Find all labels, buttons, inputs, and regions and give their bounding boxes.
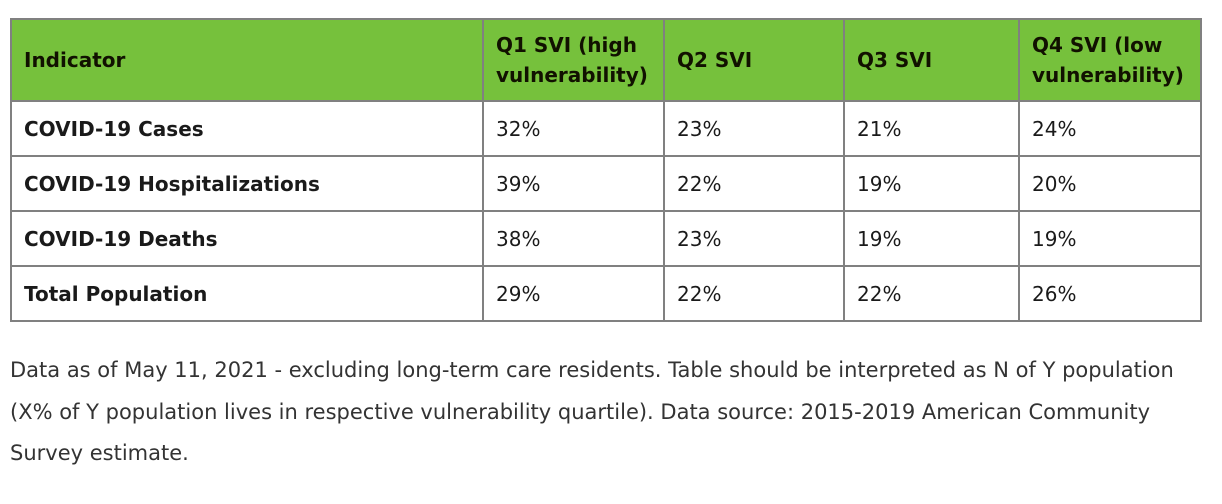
hospitalizations-q2-value: 22% [663, 155, 845, 212]
total-population-q4-value: 26% [1018, 265, 1202, 322]
deaths-q3-value: 19% [843, 210, 1020, 267]
row-label-cases: COVID-19 Cases [10, 100, 484, 157]
column-header-q1-svi: Q1 SVI (high vulnerability) [482, 18, 665, 102]
table-row: COVID-19 Deaths 38% 23% 19% 19% [10, 210, 1202, 267]
hospitalizations-q4-value: 20% [1018, 155, 1202, 212]
total-population-q1-value: 29% [482, 265, 665, 322]
table-footnote: Data as of May 11, 2021 - excluding long… [10, 358, 1174, 466]
hospitalizations-q1-value: 39% [482, 155, 665, 212]
svi-indicator-table: Indicator Q1 SVI (high vulnerability) Q2… [10, 18, 1202, 322]
hospitalizations-q3-value: 19% [843, 155, 1020, 212]
column-header-indicator: Indicator [10, 18, 484, 102]
deaths-q1-value: 38% [482, 210, 665, 267]
table-body: COVID-19 Cases 32% 23% 21% 24% COVID-19 … [10, 100, 1202, 322]
table-row: COVID-19 Cases 32% 23% 21% 24% [10, 100, 1202, 157]
cases-q2-value: 23% [663, 100, 845, 157]
row-label-hospitalizations: COVID-19 Hospitalizations [10, 155, 484, 212]
row-label-deaths: COVID-19 Deaths [10, 210, 484, 267]
cases-q1-value: 32% [482, 100, 665, 157]
column-header-q3-svi: Q3 SVI [843, 18, 1020, 102]
total-population-q2-value: 22% [663, 265, 845, 322]
deaths-q4-value: 19% [1018, 210, 1202, 267]
header-row: Indicator Q1 SVI (high vulnerability) Q2… [10, 18, 1202, 102]
table-row: Total Population 29% 22% 22% 26% [10, 265, 1202, 322]
column-header-q2-svi: Q2 SVI [663, 18, 845, 102]
column-header-q4-svi: Q4 SVI (low vulnerability) [1018, 18, 1202, 102]
deaths-q2-value: 23% [663, 210, 845, 267]
total-population-q3-value: 22% [843, 265, 1020, 322]
table-header: Indicator Q1 SVI (high vulnerability) Q2… [10, 18, 1202, 102]
page: Indicator Q1 SVI (high vulnerability) Q2… [10, 18, 1202, 466]
row-label-total-population: Total Population [10, 265, 484, 322]
cases-q3-value: 21% [843, 100, 1020, 157]
cases-q4-value: 24% [1018, 100, 1202, 157]
table-row: COVID-19 Hospitalizations 39% 22% 19% 20… [10, 155, 1202, 212]
